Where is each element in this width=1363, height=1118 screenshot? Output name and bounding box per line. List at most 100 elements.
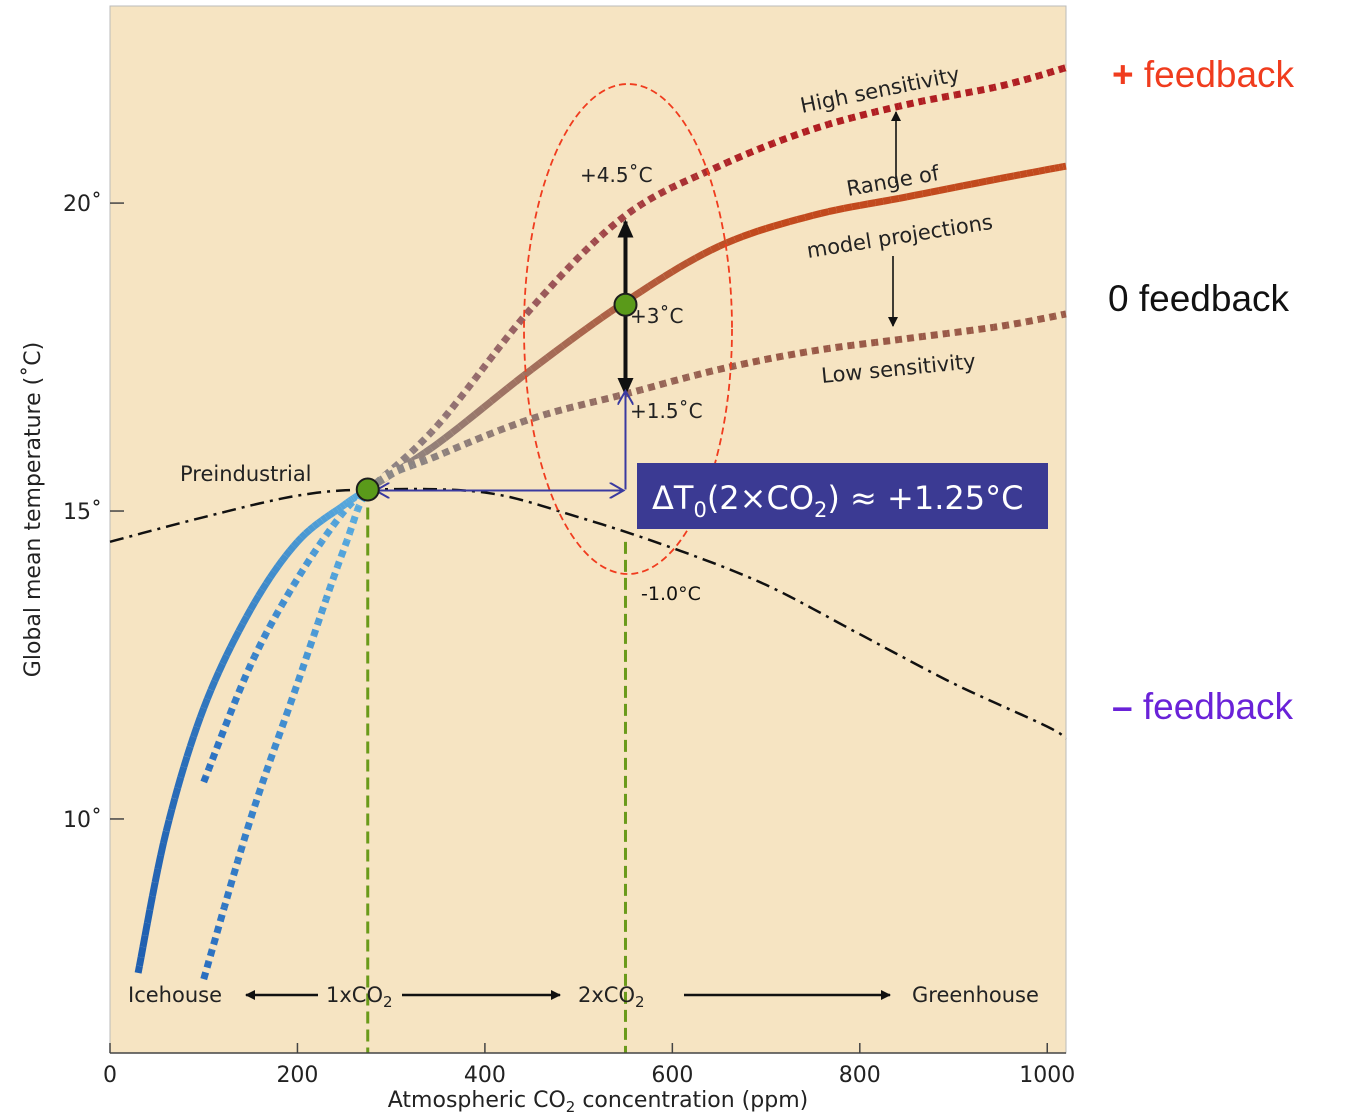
series-segment (423, 445, 434, 456)
series-segment (1006, 172, 1015, 181)
series-segment (331, 517, 341, 527)
series-segment (970, 179, 980, 188)
series-segment (882, 196, 892, 205)
series-segment (183, 745, 194, 758)
series-segment (537, 354, 550, 367)
series-segment (303, 527, 312, 537)
series-segment (1058, 65, 1064, 73)
series-segment (905, 191, 916, 201)
series-segment (733, 233, 744, 243)
series-segment (339, 502, 347, 511)
reference-curve (109, 487, 1067, 740)
series-segment (282, 548, 293, 559)
co2-2x-sub: 2 (635, 993, 645, 1011)
series-segment (921, 188, 932, 198)
series-segment (1062, 310, 1067, 318)
series-segment (223, 645, 234, 657)
series-segment (229, 860, 242, 878)
x-axis-label: Atmospheric CO2 concentration (ppm) (388, 1088, 808, 1116)
series-segment (812, 210, 822, 219)
series-segment (416, 449, 428, 460)
series-segment (294, 535, 304, 545)
series-3 (109, 487, 1067, 740)
plus15-label: +1.5˚C (630, 399, 703, 423)
series-segment (239, 614, 250, 626)
x-tick-label: 200 (276, 1063, 318, 1088)
minus10-label: -1.0°C (641, 583, 701, 605)
series-segment (1044, 165, 1051, 174)
negative-feedback-label: – feedback (1112, 686, 1294, 727)
series-segment (505, 378, 518, 391)
series-segment (678, 176, 690, 187)
delta-box-part-1: 0 (693, 498, 706, 522)
series-segment (435, 435, 447, 447)
y-tick-label: 20˚ (63, 192, 102, 217)
series-segment (180, 755, 191, 769)
series-segment (576, 325, 589, 338)
series-segment (662, 268, 675, 280)
delta-box-part-0: ΔT (652, 479, 694, 517)
series-segment (530, 412, 541, 422)
series-segment (215, 662, 226, 674)
series-segment (255, 587, 266, 598)
series-segment (811, 123, 822, 133)
series-segment (342, 499, 350, 508)
series-segment (946, 183, 956, 193)
greenhouse-label: Greenhouse (912, 983, 1039, 1007)
series-segment (353, 493, 360, 501)
plus45-label: +4.5˚C (580, 163, 653, 187)
series-segment (1038, 166, 1046, 175)
series-segment (489, 391, 502, 405)
series-segment (247, 601, 258, 612)
series-segment (177, 766, 188, 779)
series-segment (251, 594, 262, 605)
series-segment (449, 424, 462, 436)
y-tick-label: 15˚ (63, 500, 102, 525)
series-segment (568, 331, 581, 343)
series-segment (867, 199, 877, 208)
series-segment (243, 607, 254, 619)
series-segment (985, 176, 995, 185)
series-segment (186, 735, 197, 748)
series-segment (999, 173, 1008, 182)
series-segment (859, 200, 869, 209)
series-segment (134, 965, 143, 974)
series-segment (796, 214, 807, 223)
plot-background (109, 5, 1067, 1054)
series-segment (1038, 314, 1046, 323)
series-segment (497, 385, 510, 398)
series-segment (146, 895, 156, 911)
series-segment (143, 909, 154, 924)
series-segment (141, 922, 151, 937)
series-segment (757, 225, 768, 235)
series-segment (165, 808, 176, 822)
series-segment (938, 185, 948, 194)
axes-group: 0 200 400 600 800 1000 10˚ 15˚ 20˚ Atmospheric CO… (21, 192, 1075, 1116)
series-segment (349, 495, 356, 503)
series-segment (200, 697, 211, 710)
series-segment (315, 517, 325, 527)
preindustrial-label: Preindustrial (180, 462, 312, 486)
series-segment (725, 236, 737, 246)
series-segment (320, 514, 329, 524)
series-segment (851, 201, 861, 211)
series-segment (890, 194, 900, 204)
series-segment (733, 152, 745, 163)
series-segment (157, 842, 167, 857)
series-segment (472, 405, 486, 418)
curves-group (109, 63, 1068, 981)
series-segment (263, 575, 274, 586)
series-segment (207, 679, 219, 692)
series-segment (267, 569, 277, 580)
series-segment (639, 283, 651, 295)
series-segment (827, 206, 838, 216)
series-segment (1062, 162, 1067, 171)
series-segment (442, 429, 455, 441)
series-segment (480, 398, 494, 411)
series-segment (324, 511, 333, 521)
series-segment (231, 629, 242, 641)
delta-box (637, 463, 1048, 529)
x-tick-label: 1000 (1019, 1063, 1075, 1088)
series-segment (835, 204, 845, 214)
delta-box-part-3: 2 (814, 498, 827, 522)
